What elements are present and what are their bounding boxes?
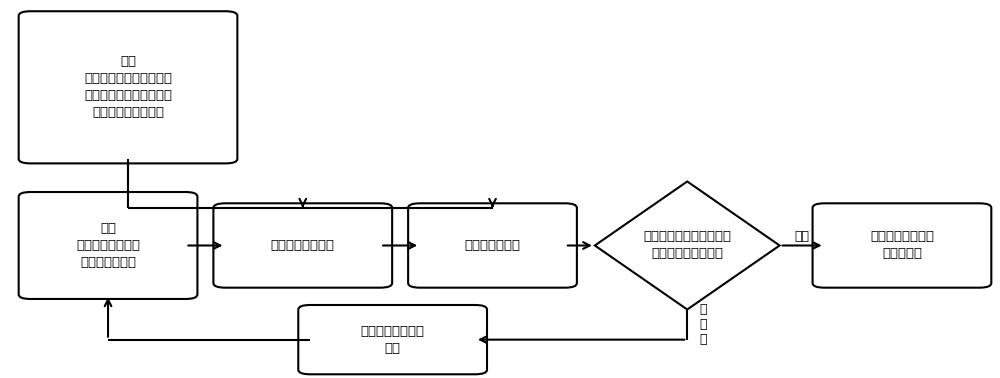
FancyBboxPatch shape: [213, 203, 392, 288]
Text: 满足: 满足: [795, 229, 810, 243]
Text: 生成总体测量矩阵: 生成总体测量矩阵: [271, 239, 335, 252]
FancyBboxPatch shape: [19, 192, 197, 299]
FancyBboxPatch shape: [813, 203, 991, 288]
Text: 获取
基于随机光栅的压缩感知
宽波段高光谱成像系统的
测量矩阵及采样数据: 获取 基于随机光栅的压缩感知 宽波段高光谱成像系统的 测量矩阵及采样数据: [84, 55, 172, 119]
Text: 获取消除大气湍流
影响的图像: 获取消除大气湍流 影响的图像: [870, 231, 934, 260]
Text: 重构多光谱图像: 重构多光谱图像: [465, 239, 521, 252]
Text: 生成
长曝光时间下的大
气湍流传输矩阵: 生成 长曝光时间下的大 气湍流传输矩阵: [76, 222, 140, 269]
FancyBboxPatch shape: [408, 203, 577, 288]
Polygon shape: [595, 181, 780, 310]
Text: 判断重构多光谱图像是否
满足多光谱图像特性: 判断重构多光谱图像是否 满足多光谱图像特性: [643, 231, 731, 260]
Text: 修正大气湍流传输
矩阵: 修正大气湍流传输 矩阵: [361, 325, 425, 355]
Text: 不
满
足: 不 满 足: [699, 303, 707, 346]
FancyBboxPatch shape: [298, 305, 487, 374]
FancyBboxPatch shape: [19, 11, 237, 163]
